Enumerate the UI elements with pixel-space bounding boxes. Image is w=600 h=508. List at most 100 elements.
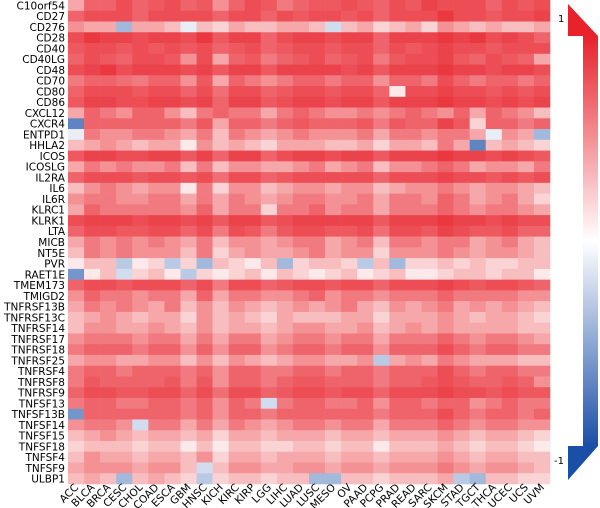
heatmap-cell (517, 408, 535, 420)
heatmap-cell (100, 107, 117, 119)
heatmap-cell (517, 107, 535, 119)
heatmap-cell (373, 247, 390, 259)
heatmap-cell (405, 376, 422, 388)
heatmap-cell (325, 64, 342, 76)
heatmap-cell (84, 43, 101, 55)
heatmap-cell (437, 344, 454, 356)
heatmap-cell (292, 311, 310, 323)
row-label: ICOSLG (26, 162, 65, 174)
heatmap-cell (148, 118, 165, 130)
heatmap-cell (228, 430, 246, 442)
heatmap-cell (164, 419, 181, 431)
heatmap-cell (228, 193, 246, 205)
heatmap-cell (244, 0, 262, 12)
heatmap-cell (68, 139, 85, 151)
heatmap-cell (148, 21, 165, 33)
row-label: TNFRSF18 (10, 345, 65, 357)
heatmap-cell (517, 53, 535, 65)
heatmap-cell (116, 139, 133, 151)
heatmap-cell (405, 301, 422, 313)
heatmap-cell (228, 365, 246, 377)
heatmap-cell (501, 258, 519, 270)
heatmap-cell (501, 333, 519, 345)
heatmap-cell (260, 419, 278, 431)
heatmap-cell (341, 247, 358, 259)
heatmap-cell (132, 311, 149, 323)
heatmap-cell (533, 118, 551, 130)
heatmap-cell (309, 150, 326, 162)
heatmap-cell (196, 473, 213, 485)
heatmap-cell (196, 430, 213, 442)
heatmap-cell (389, 311, 406, 323)
heatmap-cell (84, 150, 101, 162)
heatmap-cell (405, 193, 422, 205)
heatmap-cell (228, 32, 246, 44)
heatmap-cell (517, 290, 535, 302)
heatmap-cell (260, 290, 278, 302)
heatmap-cell (100, 462, 117, 474)
heatmap-cell (325, 430, 342, 442)
heatmap-cell (116, 440, 133, 453)
heatmap-cell (84, 451, 101, 463)
heatmap-cell (405, 247, 422, 259)
heatmap-cell (533, 21, 551, 33)
heatmap-cell (501, 376, 519, 388)
heatmap-cell (100, 268, 117, 280)
heatmap-cell (132, 268, 149, 280)
heatmap-cell (116, 387, 133, 399)
heatmap-cell (373, 0, 390, 12)
heatmap-cell (405, 344, 422, 356)
heatmap-cell (148, 139, 165, 151)
heatmap-cell (421, 462, 438, 474)
heatmap-cell (260, 182, 278, 194)
heatmap-cell (164, 21, 181, 33)
heatmap-cell (180, 268, 197, 280)
heatmap-cell (357, 64, 374, 76)
heatmap-cell (148, 430, 165, 442)
heatmap-cell (453, 161, 470, 173)
heatmap-cell (357, 139, 374, 151)
heatmap-cell (357, 32, 374, 44)
heatmap-cell (276, 21, 294, 33)
heatmap-cell (164, 53, 181, 65)
heatmap-cell (405, 322, 422, 334)
row-label: TNFSF18 (18, 441, 65, 453)
heatmap-cell (164, 397, 181, 410)
heatmap-cell (212, 204, 229, 216)
heatmap-cell (244, 43, 262, 55)
heatmap-cell (148, 387, 165, 399)
heatmap-cell (68, 64, 85, 76)
heatmap-cell (517, 451, 535, 463)
row-label: MICB (38, 237, 65, 249)
heatmap-cell (405, 75, 422, 87)
heatmap-cell (485, 193, 503, 205)
heatmap-cell (212, 354, 229, 366)
heatmap-cell (260, 451, 278, 463)
heatmap-cell (116, 365, 133, 377)
heatmap-cell (196, 408, 213, 420)
heatmap-cell (228, 258, 246, 270)
heatmap-cell (292, 182, 310, 194)
heatmap-cell (325, 215, 342, 227)
heatmap-cell (212, 333, 229, 345)
heatmap-cell (309, 161, 326, 173)
heatmap-cell (309, 139, 326, 151)
heatmap-cell (357, 268, 374, 280)
heatmap-cell (84, 290, 101, 302)
heatmap-cell (373, 365, 390, 377)
heatmap-cell (357, 387, 374, 399)
heatmap-cell (485, 96, 503, 108)
heatmap-cell (389, 225, 406, 237)
heatmap-cell (148, 333, 165, 345)
heatmap-cell (517, 172, 535, 184)
heatmap-cell (437, 365, 454, 377)
heatmap-cell (212, 193, 229, 205)
heatmap-cell (485, 182, 503, 194)
heatmap-cell (309, 344, 326, 356)
heatmap-cell (132, 333, 149, 345)
heatmap-cell (260, 129, 278, 141)
heatmap-cell (485, 451, 503, 463)
heatmap-cell (132, 53, 149, 65)
heatmap-cell (517, 193, 535, 205)
heatmap-cell (485, 75, 503, 87)
